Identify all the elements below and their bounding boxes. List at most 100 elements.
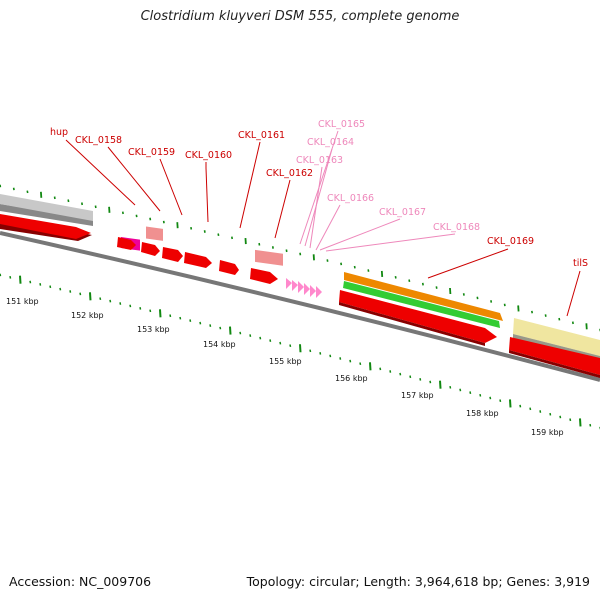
leader-line xyxy=(107,146,161,212)
cds-hup xyxy=(0,214,91,239)
ruler-tick xyxy=(0,273,2,277)
leader-line xyxy=(427,248,509,279)
gene-label: CKL_0160 xyxy=(185,150,232,161)
ruler-tick xyxy=(49,285,52,289)
trna-5 xyxy=(310,285,316,297)
leader-line xyxy=(159,158,183,216)
gene-label: CKL_0162 xyxy=(266,168,313,179)
ruler-tick xyxy=(339,357,342,360)
ruler-tick xyxy=(429,380,432,384)
leader-line xyxy=(319,218,401,251)
ruler-tick xyxy=(589,423,592,427)
ruler-tick xyxy=(369,362,372,371)
ruler-tick xyxy=(149,309,152,313)
ruler-tick xyxy=(469,391,472,394)
leader-line xyxy=(65,139,136,206)
trna-cluster xyxy=(286,278,322,298)
gene-label: CKL_0159 xyxy=(128,147,175,158)
leader-line xyxy=(325,233,456,252)
ruler-tick xyxy=(509,399,512,408)
gray-feature-shadow xyxy=(0,204,93,226)
feature-track xyxy=(0,194,600,378)
ruler-tick xyxy=(349,359,352,363)
ruler-tick xyxy=(199,321,202,325)
backbone-line xyxy=(0,231,600,382)
ruler-tick-track xyxy=(0,273,600,430)
ruler-tick xyxy=(459,388,462,392)
ruler-tick xyxy=(539,410,542,413)
leader-line xyxy=(315,204,341,251)
ruler-tick xyxy=(319,352,322,355)
ruler-tick xyxy=(359,362,362,366)
ruler-tick xyxy=(259,336,262,340)
ruler-tick xyxy=(9,275,12,279)
ruler-label: 156 kbp xyxy=(335,374,368,383)
ruler-label: 157 kbp xyxy=(401,391,434,400)
ruler-tick xyxy=(109,299,112,303)
ruler-label: 154 kbp xyxy=(203,340,236,349)
ruler-tick xyxy=(89,292,92,301)
ruler-tick xyxy=(279,341,282,345)
rrna-green xyxy=(343,281,500,328)
ruler-tick xyxy=(409,375,412,379)
ruler-tick xyxy=(449,385,452,389)
pseudo-block-2 xyxy=(255,249,283,266)
ruler-tick xyxy=(249,334,252,337)
gene-label: CKL_0165 xyxy=(318,119,365,130)
ruler-tick xyxy=(389,370,392,373)
map-title: Clostridium kluyveri DSM 555, complete g… xyxy=(140,9,460,24)
ruler-tick xyxy=(529,407,532,411)
trna-6 xyxy=(316,286,322,298)
ruler-tick xyxy=(239,331,242,335)
ruler-tick xyxy=(129,304,132,308)
trna-4 xyxy=(304,283,310,295)
ruler-tick xyxy=(79,292,82,296)
cds-0159 xyxy=(141,242,160,256)
ruler-tick xyxy=(209,324,212,327)
trna-1 xyxy=(286,278,292,289)
ruler-tick xyxy=(489,396,492,400)
ruler-tick xyxy=(99,297,102,301)
ruler-label: 158 kbp xyxy=(466,409,499,418)
ruler-tick xyxy=(69,290,72,293)
ruler-label: 155 kbp xyxy=(269,357,302,366)
leader-line xyxy=(309,166,323,249)
gene-label: CKL_0164 xyxy=(307,137,354,148)
trna-3 xyxy=(298,281,304,293)
ruler-tick xyxy=(499,399,502,403)
ruler-tick xyxy=(219,326,222,330)
ruler-tick xyxy=(549,412,552,416)
gene-label: CKL_0161 xyxy=(238,130,285,141)
ruler-tick xyxy=(399,372,402,376)
cds-tils-shadow xyxy=(509,350,600,378)
gray-feature xyxy=(0,194,93,221)
cds-0169 xyxy=(339,290,497,343)
gene-label: CKL_0163 xyxy=(296,155,343,166)
accession-text: Accession: NC_009706 xyxy=(9,574,152,589)
leader-line xyxy=(274,179,291,239)
ruler-label: 159 kbp xyxy=(531,428,564,437)
ruler-label: 152 kbp xyxy=(71,311,104,320)
backbone xyxy=(0,231,600,382)
ruler-tick xyxy=(119,302,122,305)
ruler-label: 151 kbp xyxy=(6,297,39,306)
pseudo-block-1 xyxy=(146,226,163,241)
ruler-tick xyxy=(159,309,162,318)
ruler-tick xyxy=(59,287,62,291)
gene-label: CKL_0166 xyxy=(327,193,374,204)
gene-label: CKL_0168 xyxy=(433,222,480,233)
ruler-labels: 151 kbp 152 kbp 153 kbp 154 kbp 155 kbp 156 k… xyxy=(6,297,564,437)
ruler-tick xyxy=(269,339,272,342)
ruler-tick xyxy=(29,280,32,284)
leader-line xyxy=(566,270,581,317)
leader-line xyxy=(304,148,333,247)
ruler-tick xyxy=(19,275,22,284)
ruler-tick xyxy=(569,418,572,422)
label-lines xyxy=(65,130,581,317)
ruler-tick xyxy=(289,344,292,348)
ruler-tick xyxy=(229,326,232,335)
ruler-label: 153 kbp xyxy=(137,325,170,334)
ruler-tick xyxy=(439,380,442,389)
ruler-tick xyxy=(189,319,192,322)
